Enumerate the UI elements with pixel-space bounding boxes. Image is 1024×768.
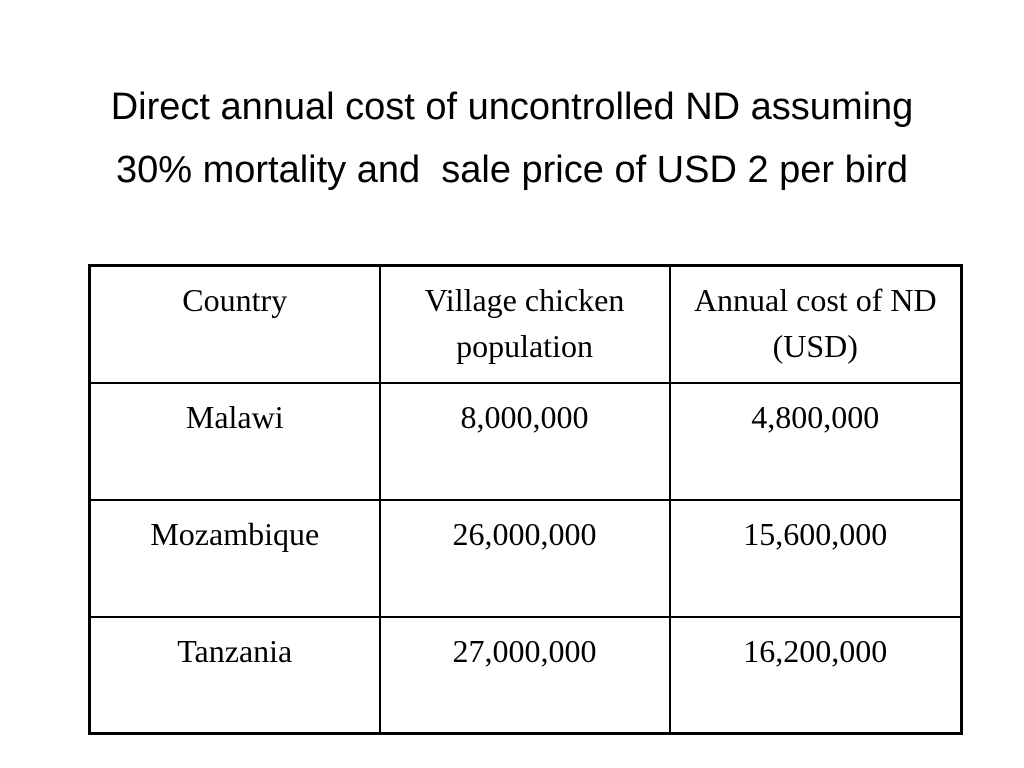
header-country: Country: [88, 264, 381, 384]
cell-chicken-population: 26,000,000: [378, 498, 671, 618]
header-chicken-population: Village chicken population: [378, 264, 671, 384]
table-row: Malawi 8,000,000 4,800,000: [88, 381, 963, 501]
cost-table: Country Village chicken population Annua…: [88, 264, 963, 735]
cell-country: Mozambique: [88, 498, 381, 618]
cell-annual-cost: 15,600,000: [668, 498, 963, 618]
cell-chicken-population: 27,000,000: [378, 615, 671, 735]
table-row: Mozambique 26,000,000 15,600,000: [88, 498, 963, 618]
cell-annual-cost: 4,800,000: [668, 381, 963, 501]
cell-annual-cost: 16,200,000: [668, 615, 963, 735]
title-line-1: Direct annual cost of uncontrolled ND as…: [110, 86, 914, 128]
title-line-2: 30% mortality and sale price of USD 2 pe…: [115, 149, 909, 191]
cell-country: Malawi: [88, 381, 381, 501]
table-header-row: Country Village chicken population Annua…: [88, 264, 963, 384]
cell-country: Tanzania: [88, 615, 381, 735]
table-row: Tanzania 27,000,000 16,200,000: [88, 615, 963, 735]
slide-title: Direct annual cost of uncontrolled ND as…: [0, 76, 1024, 202]
cell-chicken-population: 8,000,000: [378, 381, 671, 501]
header-annual-cost: Annual cost of ND (USD): [668, 264, 963, 384]
